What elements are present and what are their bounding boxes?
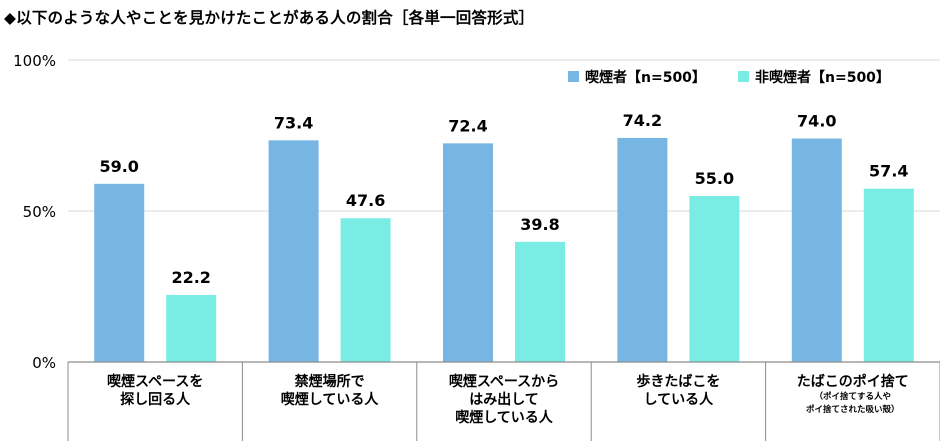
legend-label: 非喫煙者【n=500】 [755, 69, 890, 86]
category-label: 喫煙スペースから [449, 373, 559, 390]
category-label: 探し回る人 [120, 391, 191, 408]
category-label: 歩きたばこを [636, 373, 720, 390]
bar-smoker [617, 137, 668, 362]
data-label: 39.8 [520, 215, 559, 234]
data-label: 73.4 [274, 113, 313, 132]
bar-nonsmoker [340, 218, 391, 362]
bar-smoker [94, 183, 145, 362]
data-label: 55.0 [695, 169, 734, 188]
category-label: 喫煙スペースを [107, 373, 203, 390]
y-tick-label: 100% [13, 52, 56, 70]
category-label: 喫煙している人 [455, 409, 554, 426]
y-tick-label: 0% [32, 354, 56, 372]
bar-smoker [443, 143, 493, 362]
category-label: している人 [644, 391, 715, 408]
bar-smoker [791, 138, 842, 362]
category-label: 禁煙場所で [295, 373, 365, 390]
data-label: 74.0 [797, 112, 836, 131]
data-label: 57.4 [869, 162, 908, 181]
chart-title: ◆以下のような人やことを見かけたことがある人の割合［各単一回答形式］ [4, 9, 535, 27]
data-label: 72.4 [448, 116, 487, 135]
category-label: 喫煙している人 [281, 391, 380, 408]
bar-nonsmoker [166, 294, 217, 362]
data-label: 59.0 [99, 157, 138, 176]
legend-swatch [568, 71, 579, 82]
category-label: たばこのポイ捨て [797, 373, 909, 390]
bar-smoker [268, 140, 319, 362]
y-tick-label: 50% [23, 203, 56, 221]
category-label: はみ出して [469, 391, 539, 408]
bar-nonsmoker [689, 195, 740, 362]
bar-nonsmoker [515, 241, 565, 362]
legend-swatch [738, 71, 749, 82]
data-label: 74.2 [623, 111, 662, 130]
data-label: 22.2 [171, 268, 210, 287]
legend-label: 喫煙者【n=500】 [585, 69, 706, 86]
category-sublabel: ポイ捨てされた吸い殻） [806, 404, 900, 415]
category-sublabel: （ポイ捨てする人や [815, 391, 892, 402]
data-label: 47.6 [346, 191, 385, 210]
bar-nonsmoker [863, 188, 914, 362]
